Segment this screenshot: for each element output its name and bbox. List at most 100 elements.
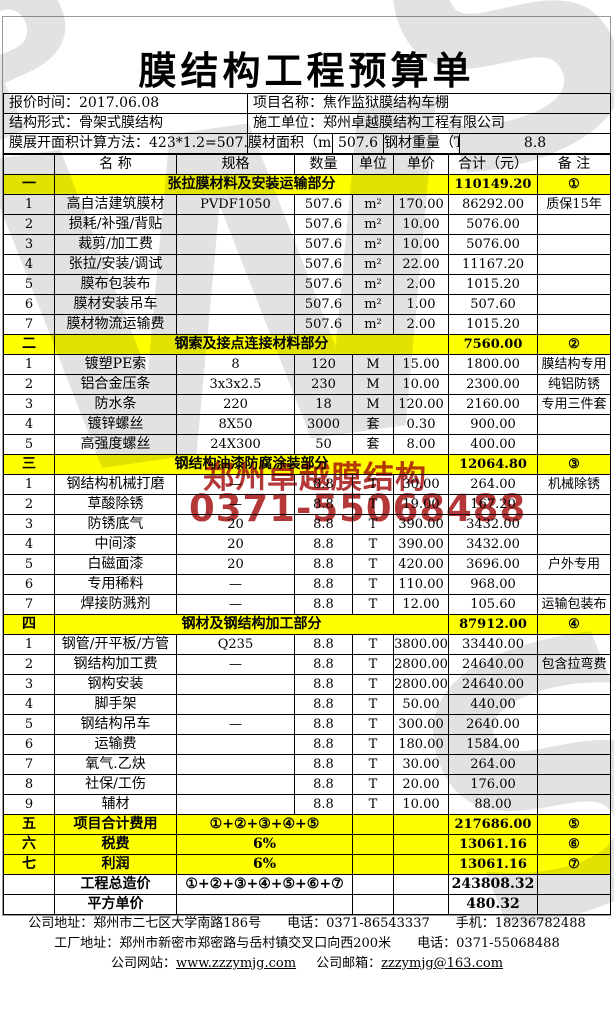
structure-type: 结构形式：骨架式膜结构 <box>3 113 248 134</box>
cell-section-no: 四 <box>3 614 55 635</box>
cell-total: 2640.00 <box>448 714 538 735</box>
cell-note <box>537 794 611 815</box>
cell-name: 项目合计费用 <box>54 814 177 835</box>
cell-no: 1 <box>3 194 55 215</box>
cell-price: 12.00 <box>393 594 449 615</box>
cell-note <box>537 634 611 655</box>
cell-spec: 20 <box>176 514 295 535</box>
cell-qty: 120 <box>294 354 353 375</box>
cell-qty: 8.8 <box>294 474 353 495</box>
cell-no: 4 <box>3 534 55 555</box>
cell-name: 专用稀料 <box>54 574 177 595</box>
cell-no: 5 <box>3 554 55 575</box>
cell-spec <box>176 214 295 235</box>
company-mobile: 手机：18236782488 <box>455 916 586 931</box>
cell-note: 户外专用 <box>537 554 611 575</box>
cell-no: 2 <box>3 494 55 515</box>
table-header-row: 名 称规格 数量 单位 单价 合计（元）备 注 <box>3 154 611 175</box>
budget-table: 名 称规格 数量 单位 单价 合计（元）备 注一张拉膜材料及安装运输部分 110149.2… <box>3 154 611 915</box>
cell-total: 86292.00 <box>448 194 538 215</box>
table-row: 6 运输费 8.8 T 180.00 1584.00 <box>3 734 611 755</box>
table-row: 二钢索及接点连接材料部分 7560.00 ② <box>3 334 611 355</box>
membrane-area-label: 膜材面积（m²） <box>247 133 333 154</box>
cell-unit: T <box>352 534 394 555</box>
cell-note <box>537 414 611 435</box>
cell-note <box>537 274 611 295</box>
table-row: 2 损耗/补强/背贴 507.6 m² 10.00 5076.00 <box>3 214 611 235</box>
cell-no: 7 <box>3 594 55 615</box>
cell-name: 裁剪/加工费 <box>54 234 177 255</box>
cell-name: 镀塑PE索 <box>54 354 177 375</box>
cell-no: 1 <box>3 474 55 495</box>
cell-total: 176.00 <box>448 774 538 795</box>
cell-spec: PVDF1050 <box>176 194 295 215</box>
table-row: 1 钢结构机械打磨 —8.8 T 30.00 264.00 机械除锈 <box>3 474 611 495</box>
cell-spec: 24X300 <box>176 434 295 455</box>
cell-price: 180.00 <box>393 734 449 755</box>
cell-no: 3 <box>3 514 55 535</box>
cell-no: 5 <box>3 714 55 735</box>
table-row: 7 氧气.乙炔 8.8 T 30.00 264.00 <box>3 754 611 775</box>
cell-qty: 507.6 <box>294 234 353 255</box>
cell-total: 264.00 <box>448 474 538 495</box>
cell-no <box>3 874 55 895</box>
cell-no: 3 <box>3 234 55 255</box>
cell-total: 400.00 <box>448 434 538 455</box>
table-row: 6 膜材安装吊车 507.6 m² 1.00 507.60 <box>3 294 611 315</box>
cell-no: 2 <box>3 374 55 395</box>
cell-qty: 8.8 <box>294 594 353 615</box>
cell-price: 1.00 <box>393 294 449 315</box>
cell-qty: 507.6 <box>294 274 353 295</box>
column-header <box>3 154 55 175</box>
cell-price: 110.00 <box>393 574 449 595</box>
cell-formula: ①+②+③+④+⑤+⑥+⑦ <box>176 874 353 895</box>
cell-section-total: 87912.00 <box>448 614 538 635</box>
cell-qty: 8.8 <box>294 514 353 535</box>
cell-formula: 6% <box>176 834 353 855</box>
cell-note <box>537 674 611 695</box>
cell-qty: 507.6 <box>294 194 353 215</box>
cell-no: 5 <box>3 274 55 295</box>
table-row: 4 脚手架 8.8 T 50.00 440.00 <box>3 694 611 715</box>
cell-price: 30.00 <box>393 754 449 775</box>
cell-note: 专用三件套 <box>537 394 611 415</box>
cell-price: 0.30 <box>393 414 449 435</box>
cell-spec <box>176 314 295 335</box>
cell-qty: 8.8 <box>294 554 353 575</box>
table-row: 1 镀塑PE索 8 120 M 15.00 1800.00 膜结构专用 <box>3 354 611 375</box>
cell-spec <box>176 294 295 315</box>
cell-name: 钢构安装 <box>54 674 177 695</box>
cell-name: 社保/工伤 <box>54 774 177 795</box>
cell-spec: Q235 <box>176 634 295 655</box>
cell-unit: T <box>352 694 394 715</box>
table-row: 五项目合计费用 ①+②+③+④+⑤ 217686.00 ⑤ <box>3 814 611 835</box>
cell-section-mark: ② <box>537 334 611 355</box>
cell-no: 3 <box>3 394 55 415</box>
cell-spec: — <box>176 574 295 595</box>
email-link[interactable]: zzzymjg@163.com <box>381 956 504 971</box>
cell-note <box>537 294 611 315</box>
footer-line-1: 公司地址：郑州市二七区大学南路186号 电话：0371-86543337 手机：… <box>0 914 614 934</box>
cell-note: 机械除锈 <box>537 474 611 495</box>
table-row: 8 社保/工伤 8.8 T 20.00 176.00 <box>3 774 611 795</box>
column-header: 名 称 <box>54 154 177 175</box>
cell-name: 损耗/补强/背贴 <box>54 214 177 235</box>
table-row: 7 焊接防溅剂 —8.8 T 12.00 105.60 运输包装布 <box>3 594 611 615</box>
cell-no: 4 <box>3 694 55 715</box>
column-header: 规格 <box>176 154 295 175</box>
cell-name: 钢结构机械打磨 <box>54 474 177 495</box>
cell-spec <box>176 794 295 815</box>
website-link[interactable]: www.zzzymjg.com <box>175 956 297 971</box>
cell-price <box>393 834 449 855</box>
cell-spec: 20 <box>176 534 295 555</box>
cell-section-title: 张拉膜材料及安装运输部分 <box>54 174 449 195</box>
cell-qty: 507.6 <box>294 214 353 235</box>
cell-total: 13061.16 <box>448 854 538 875</box>
cell-total: 1584.00 <box>448 734 538 755</box>
budget-sheet: 膜结构工程预算单 报价时间：2017.06.08 项目名称：焦作监狱膜结构车棚 … <box>2 16 611 916</box>
cell-total: 480.32 <box>448 894 538 915</box>
cell-name: 利润 <box>54 854 177 875</box>
cell-no: 七 <box>3 854 55 875</box>
cell-name: 辅材 <box>54 794 177 815</box>
factory-phone: 电话：0371-55068488 <box>417 936 560 951</box>
